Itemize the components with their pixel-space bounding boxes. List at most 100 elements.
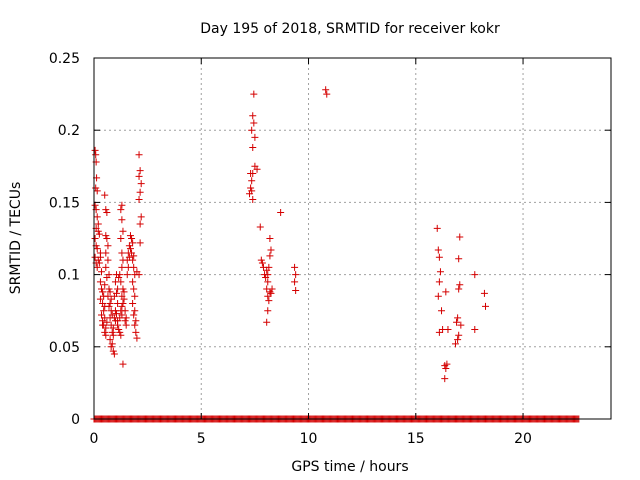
data-point (95, 230, 103, 238)
data-point (263, 318, 271, 326)
data-point (103, 273, 111, 281)
data-point (109, 324, 117, 332)
data-point (453, 318, 461, 326)
data-point (92, 151, 100, 159)
data-point (322, 86, 330, 94)
data-point (105, 285, 113, 293)
data-point (107, 343, 115, 351)
data-point (92, 184, 100, 192)
data-point (248, 187, 256, 195)
x-tick-label: 15 (407, 431, 425, 447)
data-point (109, 331, 117, 339)
y-tick-labels: 0 0.05 0.1 0.15 0.2 0.25 (49, 51, 80, 428)
data-point (136, 220, 144, 228)
data-point (91, 146, 99, 154)
data-points (91, 86, 490, 383)
data-point (135, 172, 143, 180)
data-point (117, 235, 125, 242)
data-point (251, 133, 259, 141)
data-point (129, 256, 137, 264)
data-point (109, 347, 117, 355)
data-point (93, 245, 101, 253)
data-point (100, 307, 108, 315)
data-point (258, 259, 266, 267)
data-point (129, 278, 137, 286)
data-point (456, 281, 464, 289)
data-point (137, 213, 145, 221)
data-point (91, 201, 99, 209)
data-point (250, 90, 258, 98)
data-point (129, 299, 137, 307)
data-point (94, 220, 102, 228)
data-point (456, 233, 464, 241)
data-point (122, 314, 130, 322)
data-point (132, 317, 140, 325)
data-point (265, 263, 273, 271)
data-point (471, 325, 479, 333)
data-point (249, 112, 257, 120)
data-point (136, 188, 144, 196)
data-point (434, 292, 442, 300)
data-point (119, 285, 127, 293)
x-tick-label: 5 (197, 431, 206, 447)
data-point (110, 350, 118, 358)
data-point (441, 375, 449, 383)
data-point (118, 249, 126, 257)
data-point (137, 180, 145, 188)
data-point (93, 263, 101, 271)
data-point (247, 184, 255, 192)
data-point (253, 165, 261, 173)
data-point (267, 246, 275, 254)
plot-frame (93, 57, 612, 420)
data-point (130, 263, 138, 271)
data-point (102, 263, 110, 271)
data-point (323, 90, 331, 98)
data-point (133, 334, 141, 342)
data-point (265, 297, 273, 305)
data-point (91, 235, 99, 242)
data-point (250, 119, 258, 127)
data-point (482, 302, 490, 310)
data-point (118, 311, 126, 319)
data-point (249, 196, 257, 204)
data-point (103, 209, 111, 217)
data-point (117, 331, 125, 339)
data-point (256, 223, 264, 231)
data-point (118, 201, 126, 209)
data-point (96, 278, 104, 286)
data-point (264, 292, 272, 300)
data-point (96, 295, 104, 303)
data-point (116, 271, 124, 279)
data-point (248, 177, 256, 185)
data-point (103, 235, 111, 242)
data-point (106, 288, 114, 296)
axis-ticks (93, 57, 611, 420)
data-point (106, 336, 114, 344)
data-point (102, 331, 110, 339)
data-point (438, 307, 446, 315)
data-point (106, 299, 114, 307)
data-point (131, 307, 139, 315)
data-point (125, 253, 133, 261)
data-point (292, 271, 300, 279)
data-point (135, 196, 143, 204)
data-point (277, 209, 285, 217)
data-point (102, 206, 110, 214)
data-point (98, 268, 106, 276)
data-point (291, 263, 299, 271)
data-point (98, 311, 106, 319)
data-point (113, 310, 121, 318)
data-point (455, 331, 463, 339)
data-point (247, 170, 255, 178)
x-tick-label: 10 (300, 431, 318, 447)
data-point (435, 278, 443, 286)
data-point (122, 321, 130, 329)
data-point (104, 292, 112, 300)
data-point (291, 278, 299, 286)
data-point (455, 285, 463, 293)
data-point (471, 271, 479, 279)
data-point (121, 307, 129, 315)
data-point (93, 213, 101, 221)
data-point (135, 151, 143, 159)
